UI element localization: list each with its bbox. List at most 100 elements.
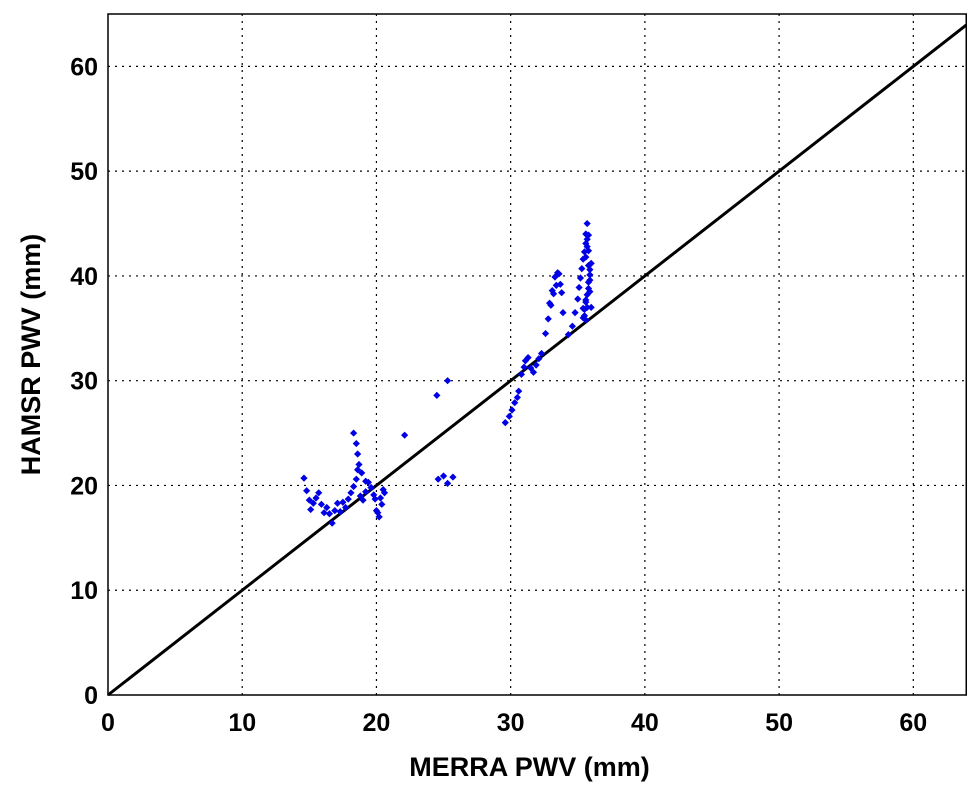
data-point xyxy=(524,354,532,362)
data-point xyxy=(508,406,516,414)
data-point xyxy=(586,266,594,274)
x-tick-label: 30 xyxy=(497,709,525,737)
data-point xyxy=(376,494,385,502)
data-point xyxy=(568,322,576,330)
y-tick-label: 0 xyxy=(84,682,98,710)
data-point xyxy=(375,513,383,521)
data-point xyxy=(586,288,594,296)
data-point xyxy=(584,284,593,293)
data-point xyxy=(344,495,352,503)
data-point xyxy=(359,496,367,504)
data-point xyxy=(328,519,336,527)
data-point xyxy=(548,286,556,295)
data-point xyxy=(532,361,540,369)
data-point xyxy=(583,242,591,251)
data-point xyxy=(551,273,559,281)
data-point xyxy=(535,355,543,363)
data-point xyxy=(583,303,591,311)
data-point xyxy=(583,219,591,228)
data-point xyxy=(579,304,587,313)
data-point xyxy=(362,488,370,496)
data-point xyxy=(582,239,590,248)
y-tick-label: 20 xyxy=(70,472,98,500)
data-point xyxy=(341,503,350,512)
data-point xyxy=(300,474,308,482)
data-point xyxy=(541,329,550,338)
data-point xyxy=(434,475,442,483)
data-point xyxy=(312,494,320,502)
data-point xyxy=(583,291,591,299)
data-point xyxy=(401,431,409,439)
data-point xyxy=(347,489,355,497)
data-point xyxy=(325,510,334,518)
data-point xyxy=(574,295,582,303)
data-point xyxy=(578,264,586,273)
data-point xyxy=(559,308,567,317)
data-point xyxy=(339,498,347,506)
data-point xyxy=(350,482,358,491)
data-point xyxy=(501,419,509,427)
data-point xyxy=(513,393,521,402)
data-point xyxy=(556,280,564,288)
data-points xyxy=(300,219,595,527)
data-point xyxy=(317,500,326,508)
data-point xyxy=(303,487,311,495)
data-point xyxy=(315,489,323,497)
data-point xyxy=(582,296,590,304)
data-point xyxy=(378,500,386,508)
data-point xyxy=(355,460,363,469)
data-point xyxy=(550,290,558,298)
y-tick-label: 30 xyxy=(70,368,98,396)
data-point xyxy=(443,377,452,385)
data-point xyxy=(307,505,315,514)
data-point xyxy=(579,255,587,263)
data-point xyxy=(537,349,546,358)
y-tick-label: 50 xyxy=(70,158,98,186)
data-point xyxy=(520,363,528,371)
y-tick-labels: 0 10 20 30 40 50 60 xyxy=(70,53,98,710)
data-point xyxy=(545,299,554,307)
x-tick-label: 60 xyxy=(899,709,927,737)
data-point xyxy=(558,289,566,297)
x-tick-label: 20 xyxy=(363,709,391,737)
y-tick-label: 40 xyxy=(70,263,98,291)
data-point xyxy=(331,507,339,515)
data-point xyxy=(529,368,538,376)
x-tick-label: 50 xyxy=(765,709,793,737)
data-point xyxy=(582,316,590,324)
data-point xyxy=(511,399,519,407)
data-point xyxy=(443,479,452,487)
x-tick-label: 0 xyxy=(101,709,115,737)
x-tick-label: 40 xyxy=(631,709,659,737)
data-point xyxy=(371,495,379,503)
data-point xyxy=(576,274,585,282)
data-point xyxy=(364,478,372,486)
data-point xyxy=(320,509,328,517)
data-point xyxy=(575,283,583,292)
data-point xyxy=(350,429,358,437)
y-tick-label: 10 xyxy=(70,577,98,605)
grid xyxy=(108,14,967,695)
data-point xyxy=(521,357,530,365)
plot-frame xyxy=(107,13,967,696)
data-point xyxy=(352,439,360,448)
data-point xyxy=(333,499,342,507)
data-point xyxy=(354,450,362,458)
data-point xyxy=(356,492,364,500)
data-point xyxy=(586,276,594,284)
y-axis-label: HAMSR PWV (mm) xyxy=(16,234,46,476)
data-point xyxy=(554,269,562,277)
data-point xyxy=(352,475,360,483)
data-point xyxy=(580,312,589,320)
x-axis-label: MERRA PWV (mm) xyxy=(409,752,650,782)
data-point xyxy=(370,491,378,499)
data-point xyxy=(367,483,375,492)
data-point xyxy=(449,473,457,481)
data-point xyxy=(358,469,366,477)
data-point xyxy=(582,230,590,238)
data-point xyxy=(336,508,344,516)
data-point xyxy=(380,489,389,497)
data-point xyxy=(564,330,572,339)
data-point xyxy=(374,509,382,517)
